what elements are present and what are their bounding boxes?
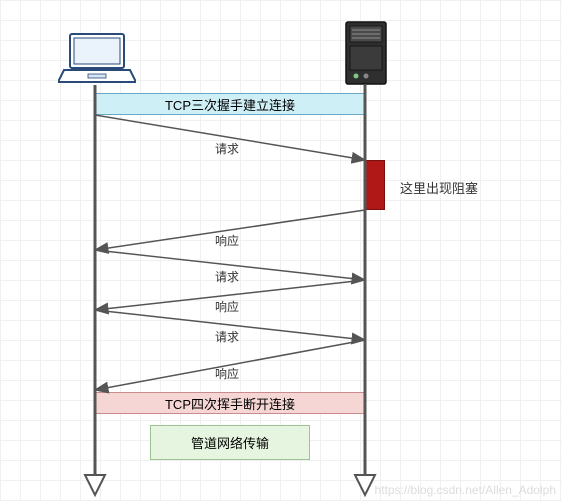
tcp-handshake-box: TCP三次握手建立连接 [95,93,365,115]
msg-label-1: 响应 [215,232,239,249]
tcp-wave-label: TCP四次挥手断开连接 [165,394,295,413]
blocking-bar [365,160,385,210]
msg-label-2: 请求 [215,268,239,285]
msg-label-4: 请求 [215,328,239,345]
tcp-handshake-label: TCP三次握手建立连接 [165,95,295,114]
pipeline-box: 管道网络传输 [150,425,310,460]
msg-label-5: 响应 [215,365,239,382]
blocking-text: 这里出现阻塞 [400,178,478,197]
server-icon [344,20,388,88]
client-node [58,30,136,85]
pipeline-label: 管道网络传输 [191,433,269,452]
tcp-wave-box: TCP四次挥手断开连接 [95,392,365,414]
msg-label-0: 请求 [215,140,239,157]
watermark-text: https://blog.csdn.net/Allen_Adolph [375,483,556,497]
msg-label-3: 响应 [215,298,239,315]
laptop-icon [58,30,136,85]
server-node [344,20,388,88]
